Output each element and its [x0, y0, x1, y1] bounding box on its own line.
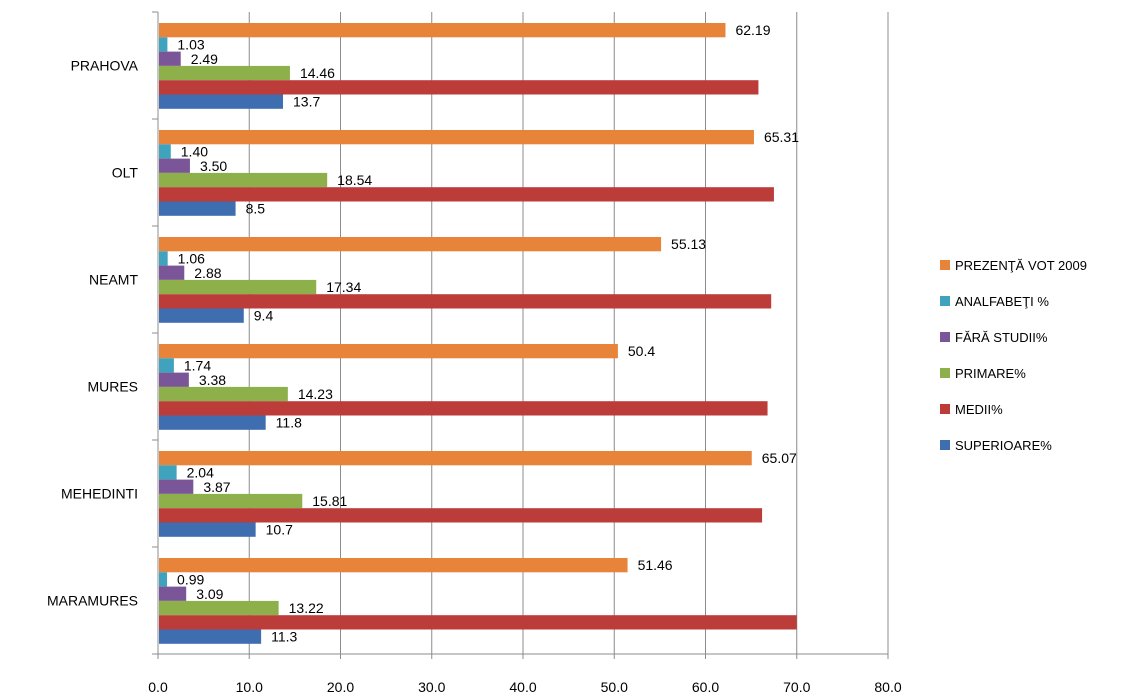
legend-label: ANALFABEŢI % [955, 294, 1049, 309]
data-label: 1.06 [178, 250, 205, 266]
bar-prezen-vot-2009-mehedinti [159, 451, 752, 466]
bar-superioare--mehedinti [159, 522, 256, 537]
data-label: 51.46 [638, 557, 673, 573]
bar-analfabe-i--olt [159, 144, 171, 159]
data-label: 8.5 [246, 201, 266, 217]
legend-swatch [940, 332, 950, 342]
category-label: OLT [112, 165, 139, 181]
data-label: 65.07 [762, 450, 797, 466]
bar-medii--maramures [159, 615, 797, 630]
bar-medii--prahova [159, 80, 759, 95]
bar-medii--olt [159, 187, 774, 202]
legend-label: SUPERIOARE% [955, 438, 1052, 453]
legend-label: MEDII% [955, 402, 1003, 417]
data-label: 65.31 [764, 129, 799, 145]
bar-primare--prahova [159, 65, 290, 81]
bar-medii--neamt [159, 294, 772, 309]
data-label: 3.38 [199, 372, 226, 388]
data-label: 11.3 [271, 629, 297, 645]
legend-swatch [940, 404, 950, 414]
bar-analfabe-i--neamt [159, 251, 168, 266]
category-label: MEHEDINTI [61, 486, 138, 502]
bar-f-r-studii--neamt [159, 265, 185, 280]
category-label: MURES [87, 379, 138, 395]
data-label: 1.40 [181, 143, 208, 159]
data-label: 18.54 [337, 172, 372, 188]
bar-primare--maramures [159, 600, 279, 616]
data-label: 2.49 [191, 51, 218, 67]
category-label: NEAMT [89, 272, 138, 288]
bar-analfabe-i--mures [159, 358, 174, 373]
x-tick-label: 30.0 [418, 679, 445, 695]
x-tick-label: 20.0 [327, 679, 354, 695]
bar-analfabe-i--prahova [159, 37, 168, 52]
legend-label: PREZENŢĂ VOT 2009 [955, 258, 1087, 273]
bar-f-r-studii--maramures [159, 586, 187, 601]
bar-superioare--neamt [159, 308, 244, 323]
x-tick-label: 70.0 [783, 679, 810, 695]
bar-prezen-vot-2009-maramures [159, 558, 628, 573]
category-label: PRAHOVA [71, 58, 139, 74]
x-tick-label: 50.0 [601, 679, 628, 695]
data-label: 3.50 [200, 158, 227, 174]
legend-swatch [940, 296, 950, 306]
bar-analfabe-i--mehedinti [159, 465, 177, 480]
bar-prezen-vot-2009-mures [159, 344, 618, 359]
data-label: 14.46 [300, 65, 335, 81]
x-tick-label: 60.0 [692, 679, 719, 695]
bar-medii--mures [159, 401, 768, 416]
bar-prezen-vot-2009-neamt [159, 237, 662, 252]
bar-primare--mehedinti [159, 493, 303, 509]
bar-superioare--mures [159, 415, 266, 430]
bar-prezen-vot-2009-olt [159, 130, 754, 145]
x-tick-label: 80.0 [874, 679, 901, 695]
legend-label: PRIMARE% [955, 366, 1026, 381]
x-tick-label: 40.0 [509, 679, 536, 695]
data-label: 55.13 [671, 236, 706, 252]
data-label: 1.03 [177, 36, 204, 52]
data-label: 2.04 [187, 464, 214, 480]
bar-primare--neamt [159, 279, 317, 295]
bar-f-r-studii--mehedinti [159, 479, 194, 494]
legend-swatch [940, 260, 950, 270]
bar-f-r-studii--mures [159, 372, 189, 387]
data-label: 62.19 [735, 22, 770, 38]
data-label: 9.4 [254, 308, 274, 324]
bar-analfabe-i--maramures [159, 572, 168, 587]
data-label: 11.8 [276, 415, 302, 431]
category-label: MARAMURES [47, 593, 138, 609]
bar-f-r-studii--prahova [159, 51, 181, 66]
bar-f-r-studii--olt [159, 158, 190, 173]
data-label: 2.88 [194, 265, 221, 281]
bar-superioare--olt [159, 201, 236, 216]
data-label: 3.87 [203, 479, 230, 495]
data-label: 15.81 [312, 493, 347, 509]
data-label: 3.09 [196, 586, 223, 602]
data-label: 0.99 [177, 571, 204, 587]
bar-primare--mures [159, 386, 288, 402]
data-label: 13.22 [289, 600, 324, 616]
data-label: 50.4 [628, 343, 655, 359]
data-label: 13.7 [293, 94, 320, 110]
legend-swatch [940, 440, 950, 450]
data-label: 14.23 [298, 386, 333, 402]
data-label: 17.34 [326, 279, 361, 295]
bar-primare--olt [159, 172, 328, 188]
legend-label: FĂRĂ STUDII% [955, 330, 1048, 345]
x-tick-label: 10.0 [236, 679, 263, 695]
bar-prezen-vot-2009-prahova [159, 23, 726, 38]
x-tick-label: 0.0 [148, 679, 168, 695]
data-label: 10.7 [266, 522, 293, 538]
bar-medii--mehedinti [159, 508, 763, 523]
legend-swatch [940, 368, 950, 378]
bar-superioare--maramures [159, 629, 262, 644]
data-label: 1.74 [184, 357, 211, 373]
bar-superioare--prahova [159, 94, 284, 109]
